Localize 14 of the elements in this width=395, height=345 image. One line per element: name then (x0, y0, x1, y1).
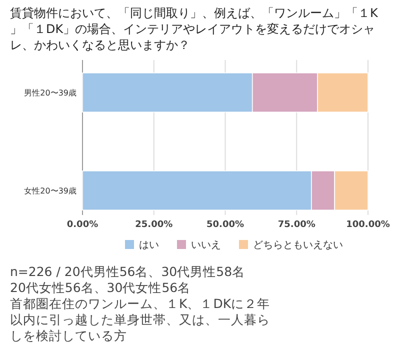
text: 20代女性56名、30代女性56名 (10, 280, 191, 295)
x-tick-label: 0.00% (66, 220, 98, 230)
legend-label: いいえ (191, 240, 221, 251)
text: n=226 / 20代男性56名、30代男性58名 (10, 264, 246, 279)
legend-label: はい (139, 240, 159, 251)
x-tick-label: 50.00% (206, 220, 244, 230)
y-tick-label: 女性20〜39歳 (24, 186, 76, 196)
y-tick-label: 男性20〜39歳 (24, 88, 76, 98)
x-tick-label: 100.00% (346, 220, 390, 230)
text: 首都圏在住のワンルーム、１K、１DKに２年以内に引っ越した単身世帯、又は、一人暮らしを検討している方 (10, 296, 270, 343)
x-tick-label: 25.00% (135, 220, 173, 230)
legend-label: どちらともいえない (253, 240, 343, 251)
chart-title: 賃貸物件において、「同じ間取り」、例えば、「ワンルーム」「１K」「１DK」の場合、インテリアやレイアウトを変えるだけでオシャレ、かわいくなると思いますか？ (10, 6, 379, 52)
x-tick-label: 75.00% (278, 220, 316, 230)
